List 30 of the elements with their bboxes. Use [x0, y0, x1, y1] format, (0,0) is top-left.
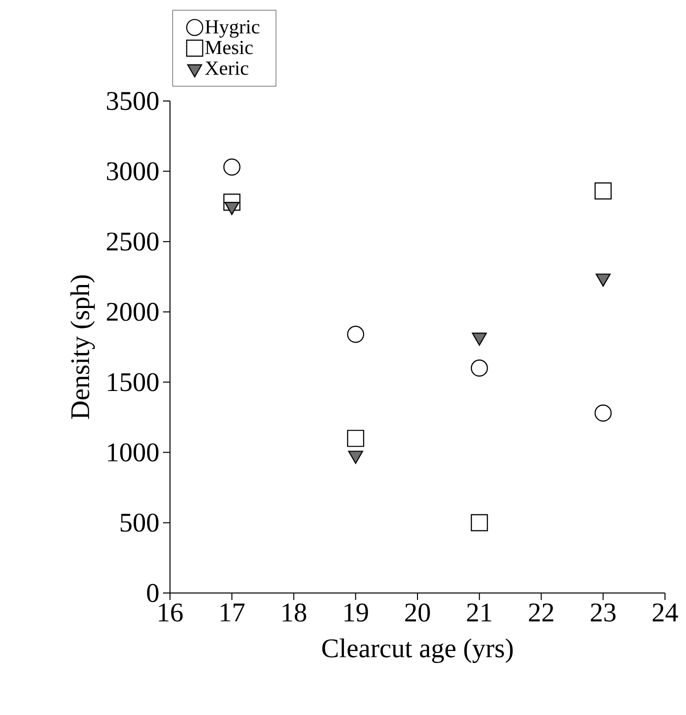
- point: [223, 158, 240, 176]
- y-tick-label: 0: [147, 584, 158, 602]
- x-tick-label: 20: [405, 604, 430, 622]
- y-tick-label: 3000: [106, 162, 158, 180]
- y-axis-title: Density (sph): [70, 275, 95, 420]
- x-tick-label: 17: [220, 604, 245, 622]
- x-tick-label: 23: [590, 604, 616, 622]
- y-tick-label: 1500: [108, 373, 158, 392]
- point: [223, 194, 240, 211]
- y-tick-label: 3500: [106, 92, 158, 110]
- legend-label: Xeric: [205, 62, 248, 75]
- legend-label: Hygric: [205, 20, 260, 38]
- x-tick-label: 19: [344, 604, 368, 622]
- y-tick-label: 2000: [106, 302, 158, 321]
- y-tick-label: 2500: [106, 232, 158, 251]
- point: [594, 404, 612, 422]
- point: [594, 182, 612, 200]
- point: [347, 430, 364, 447]
- x-tick-label: 16: [158, 604, 183, 622]
- y-tick-label: 500: [120, 514, 158, 532]
- point: [347, 326, 364, 343]
- x-tick-label: 22: [528, 604, 554, 622]
- x-axis-title: Clearcut age (yrs): [322, 638, 513, 663]
- point: [470, 360, 488, 377]
- legend-label: Mesic: [205, 40, 253, 54]
- point: [470, 514, 488, 532]
- x-tick-label: 18: [282, 604, 306, 622]
- y-tick-label: 1000: [108, 443, 158, 462]
- x-tick-label: 24: [652, 604, 678, 622]
- x-tick-label: 21: [467, 604, 492, 622]
